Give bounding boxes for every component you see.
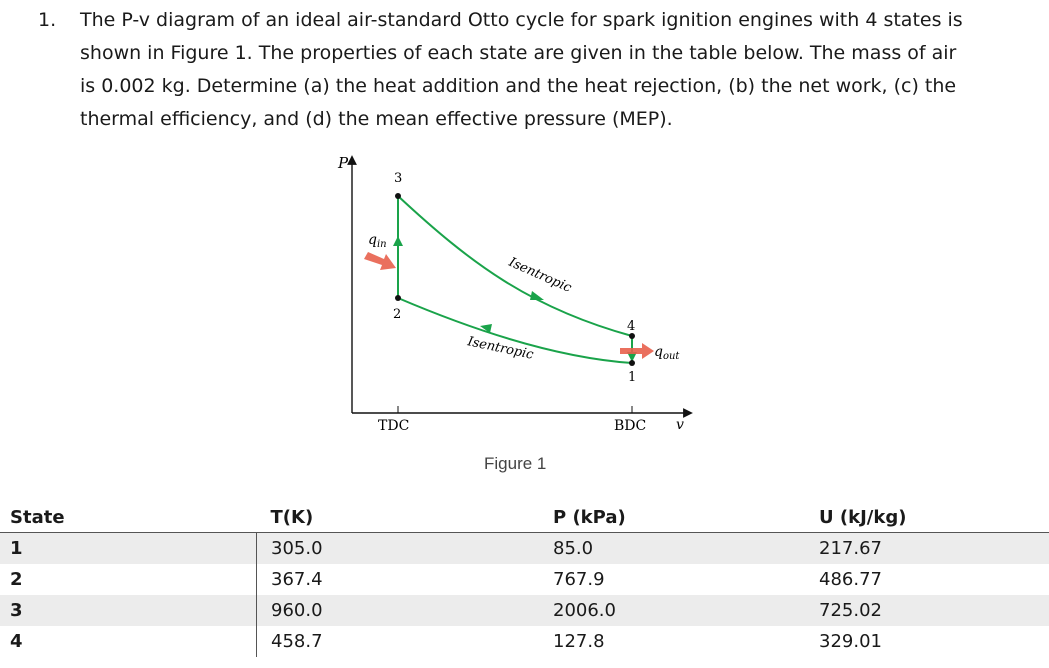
expansion-isentrope — [397, 195, 633, 337]
arrow-up — [393, 236, 403, 246]
cell-pressure: 127.8 — [553, 631, 605, 652]
cell-state: 1 — [0, 532, 257, 564]
cell-temperature: 960.0 — [256, 595, 539, 626]
cell-temperature: 305.0 — [256, 532, 539, 564]
cell-internal-energy: 217.67 — [807, 532, 1049, 564]
table-row: 2 367.4 767.9 486.77 — [0, 564, 1049, 595]
arrow-down — [627, 352, 637, 362]
isentropic-label-lower: Isentropic — [465, 334, 535, 363]
state-point-3 — [395, 193, 401, 199]
cell-state: 4 — [10, 631, 23, 652]
cell-temperature: 367.4 — [256, 564, 539, 595]
arrow-compression — [480, 324, 492, 333]
cell-state: 2 — [10, 569, 23, 590]
cell-internal-energy: 486.77 — [819, 569, 882, 590]
header-internal-energy: U (kJ/kg) — [807, 502, 1049, 533]
bdc-label: BDC — [614, 418, 646, 434]
cell-state: 3 — [0, 595, 257, 626]
state-point-1 — [629, 360, 635, 366]
p-axis-label: P — [337, 154, 349, 172]
table-header-row: State T(K) P (kPa) U (kJ/kg) — [0, 502, 1049, 533]
q-in-subscript: in — [377, 239, 387, 250]
pv-diagram: P v TDC BDC 3 2 4 1 qin qout — [330, 148, 710, 438]
cell-pressure: 767.9 — [553, 569, 605, 590]
compression-isentrope — [397, 297, 633, 364]
cell-pressure: 85.0 — [539, 532, 807, 564]
q-out-subscript: out — [663, 351, 680, 362]
q-in-label: qin — [368, 232, 387, 250]
cell-temperature: 458.7 — [256, 626, 539, 657]
problem-line: thermal efficiency, and (d) the mean eff… — [80, 108, 673, 130]
header-temperature: T(K) — [256, 502, 539, 533]
q-out-symbol: q — [654, 344, 663, 360]
state-point-4 — [629, 333, 635, 339]
table-row: 1 305.0 85.0 217.67 — [0, 532, 1049, 564]
q-out-arrow — [620, 343, 654, 359]
state-point-2 — [395, 295, 401, 301]
problem-line: is 0.002 kg. Determine (a) the heat addi… — [80, 75, 957, 97]
state-properties-table: State T(K) P (kPa) U (kJ/kg) 1 305.0 85.… — [0, 502, 1049, 657]
cell-pressure: 2006.0 — [539, 595, 807, 626]
q-out-label: qout — [654, 344, 680, 362]
v-axis-label: v — [676, 417, 684, 433]
state-label-1: 1 — [628, 370, 636, 385]
q-in-arrow — [364, 252, 396, 270]
problem-line: shown in Figure 1. The properties of eac… — [80, 42, 957, 64]
arrow-expansion — [530, 291, 544, 300]
table-row: 3 960.0 2006.0 725.02 — [0, 595, 1049, 626]
cell-internal-energy: 329.01 — [819, 631, 882, 652]
tdc-label: TDC — [378, 418, 409, 434]
q-in-symbol: q — [368, 232, 377, 248]
header-pressure: P (kPa) — [539, 502, 807, 533]
header-state: State — [0, 502, 257, 533]
problem-line: The P-v diagram of an ideal air-standard… — [80, 9, 963, 31]
table-row: 4 458.7 127.8 329.01 — [0, 626, 1049, 657]
problem-text: The P-v diagram of an ideal air-standard… — [80, 4, 1045, 136]
state-label-3: 3 — [394, 171, 402, 186]
pv-diagram-svg: P v TDC BDC 3 2 4 1 qin qout — [337, 154, 693, 434]
problem-number: 1. — [38, 9, 57, 31]
isentropic-label-upper: Isentropic — [505, 255, 574, 297]
state-label-4: 4 — [627, 319, 635, 334]
figure-caption: Figure 1 — [484, 454, 547, 473]
cell-internal-energy: 725.02 — [807, 595, 1049, 626]
state-label-2: 2 — [393, 307, 401, 322]
